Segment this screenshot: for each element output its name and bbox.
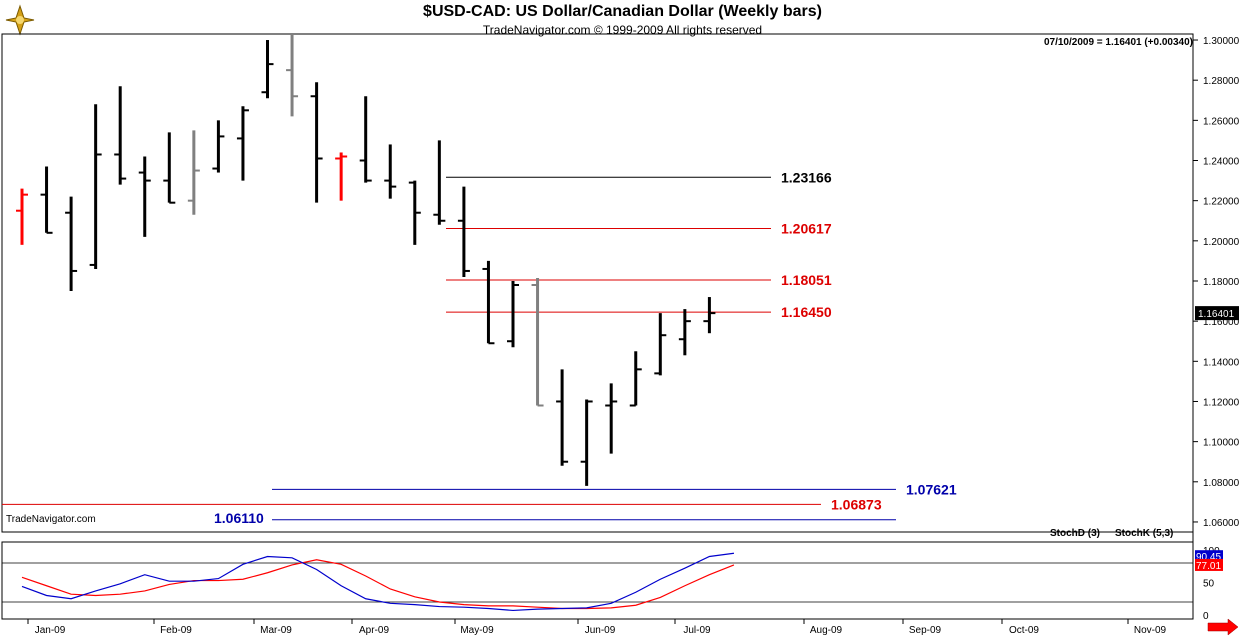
ohlc-bar	[212, 120, 225, 173]
time-tick-label: May-09	[460, 625, 494, 636]
time-tick-label: Aug-09	[810, 625, 843, 636]
ohlc-bar	[335, 152, 348, 201]
level-label: 1.16450	[781, 304, 832, 320]
chart-title: $USD-CAD: US Dollar/Canadian Dollar (Wee…	[423, 3, 822, 20]
level-label: 1.06110	[214, 510, 264, 526]
ohlc-bar	[531, 277, 544, 407]
price-tick-label: 1.22000	[1203, 197, 1240, 208]
stoch-k-legend: StochK (5,3)	[1115, 528, 1174, 539]
stoch-d-last-box	[1195, 558, 1223, 571]
ohlc-bar	[261, 40, 274, 99]
ohlc-bar	[703, 297, 716, 334]
ohlc-bar	[580, 399, 593, 486]
ohlc-bar	[433, 140, 446, 225]
price-tick-label: 1.28000	[1203, 76, 1240, 87]
time-tick-label: Oct-09	[1009, 625, 1039, 636]
level-label: 1.20617	[781, 220, 832, 236]
ohlc-bar	[310, 82, 323, 203]
ohlc-bar	[114, 86, 127, 185]
stoch-tick-label: 50	[1203, 579, 1215, 590]
price-tick-label: 1.12000	[1203, 397, 1240, 408]
price-tick-label: 1.10000	[1203, 438, 1240, 449]
time-tick-label: Sep-09	[909, 625, 942, 636]
ohlc-bar	[187, 130, 200, 215]
level-label: 1.23166	[781, 169, 832, 185]
price-readout: 07/10/2009 = 1.16401 (+0.00340)	[1043, 37, 1193, 48]
watermark: TradeNavigator.com	[6, 514, 96, 525]
ohlc-bar	[408, 180, 421, 245]
price-tick-label: 1.16000	[1203, 317, 1240, 328]
price-tick-label: 1.18000	[1203, 277, 1240, 288]
stoch-panel-frame	[1, 541, 1194, 620]
price-tick-label: 1.24000	[1203, 157, 1240, 168]
ohlc-bar	[556, 369, 569, 466]
stoch-tick-label: 0	[1203, 611, 1209, 622]
ohlc-bar	[457, 186, 470, 277]
time-tick-label: Jun-09	[585, 625, 616, 636]
time-tick-label: Apr-09	[359, 625, 389, 636]
ohlc-bar	[507, 280, 519, 348]
price-tick-label: 1.06000	[1203, 518, 1240, 529]
time-tick-label: Jul-09	[683, 625, 711, 636]
ohlc-bar	[654, 313, 667, 376]
ohlc-bar	[16, 188, 28, 245]
time-tick-label: Nov-09	[1134, 625, 1167, 636]
time-tick-label: Mar-09	[260, 625, 292, 636]
price-tick-label: 1.26000	[1203, 116, 1240, 127]
stoch-d-line	[21, 559, 735, 610]
level-label: 1.06873	[831, 496, 882, 512]
price-tick-label: 1.08000	[1203, 478, 1240, 489]
stoch-d-legend: StochD (3)	[1050, 528, 1100, 539]
ohlc-bar	[40, 166, 53, 234]
level-label: 1.07621	[906, 481, 957, 497]
last-price-label: 1.16401	[1198, 309, 1235, 320]
ohlc-bar	[359, 96, 372, 183]
price-panel-frame	[1, 33, 1194, 533]
ohlc-bar	[482, 260, 495, 345]
price-tick-label: 1.14000	[1203, 357, 1240, 368]
price-tick-label: 1.30000	[1203, 36, 1240, 47]
ohlc-bar	[89, 104, 102, 269]
stoch-d-last-label: 77.01	[1196, 561, 1221, 572]
last-price-box	[1195, 306, 1239, 321]
ohlc-bar	[163, 132, 176, 204]
ohlc-bar	[138, 156, 151, 237]
price-tick-label: 1.20000	[1203, 237, 1240, 248]
ohlc-bar	[678, 309, 691, 356]
ohlc-bar	[384, 144, 397, 199]
ohlc-bar	[236, 106, 249, 181]
stoch-k-last-label: 90.45	[1196, 552, 1221, 563]
time-tick-label: Feb-09	[160, 625, 192, 636]
ohlc-bar	[286, 34, 299, 117]
ohlc-bar	[65, 196, 78, 292]
stoch-k-line	[21, 552, 735, 612]
ohlc-bar	[605, 383, 618, 454]
level-label: 1.18051	[781, 272, 832, 288]
scroll-right-arrow-icon	[1207, 618, 1239, 636]
time-tick-label: Jan-09	[35, 625, 66, 636]
ohlc-bar	[629, 351, 642, 407]
